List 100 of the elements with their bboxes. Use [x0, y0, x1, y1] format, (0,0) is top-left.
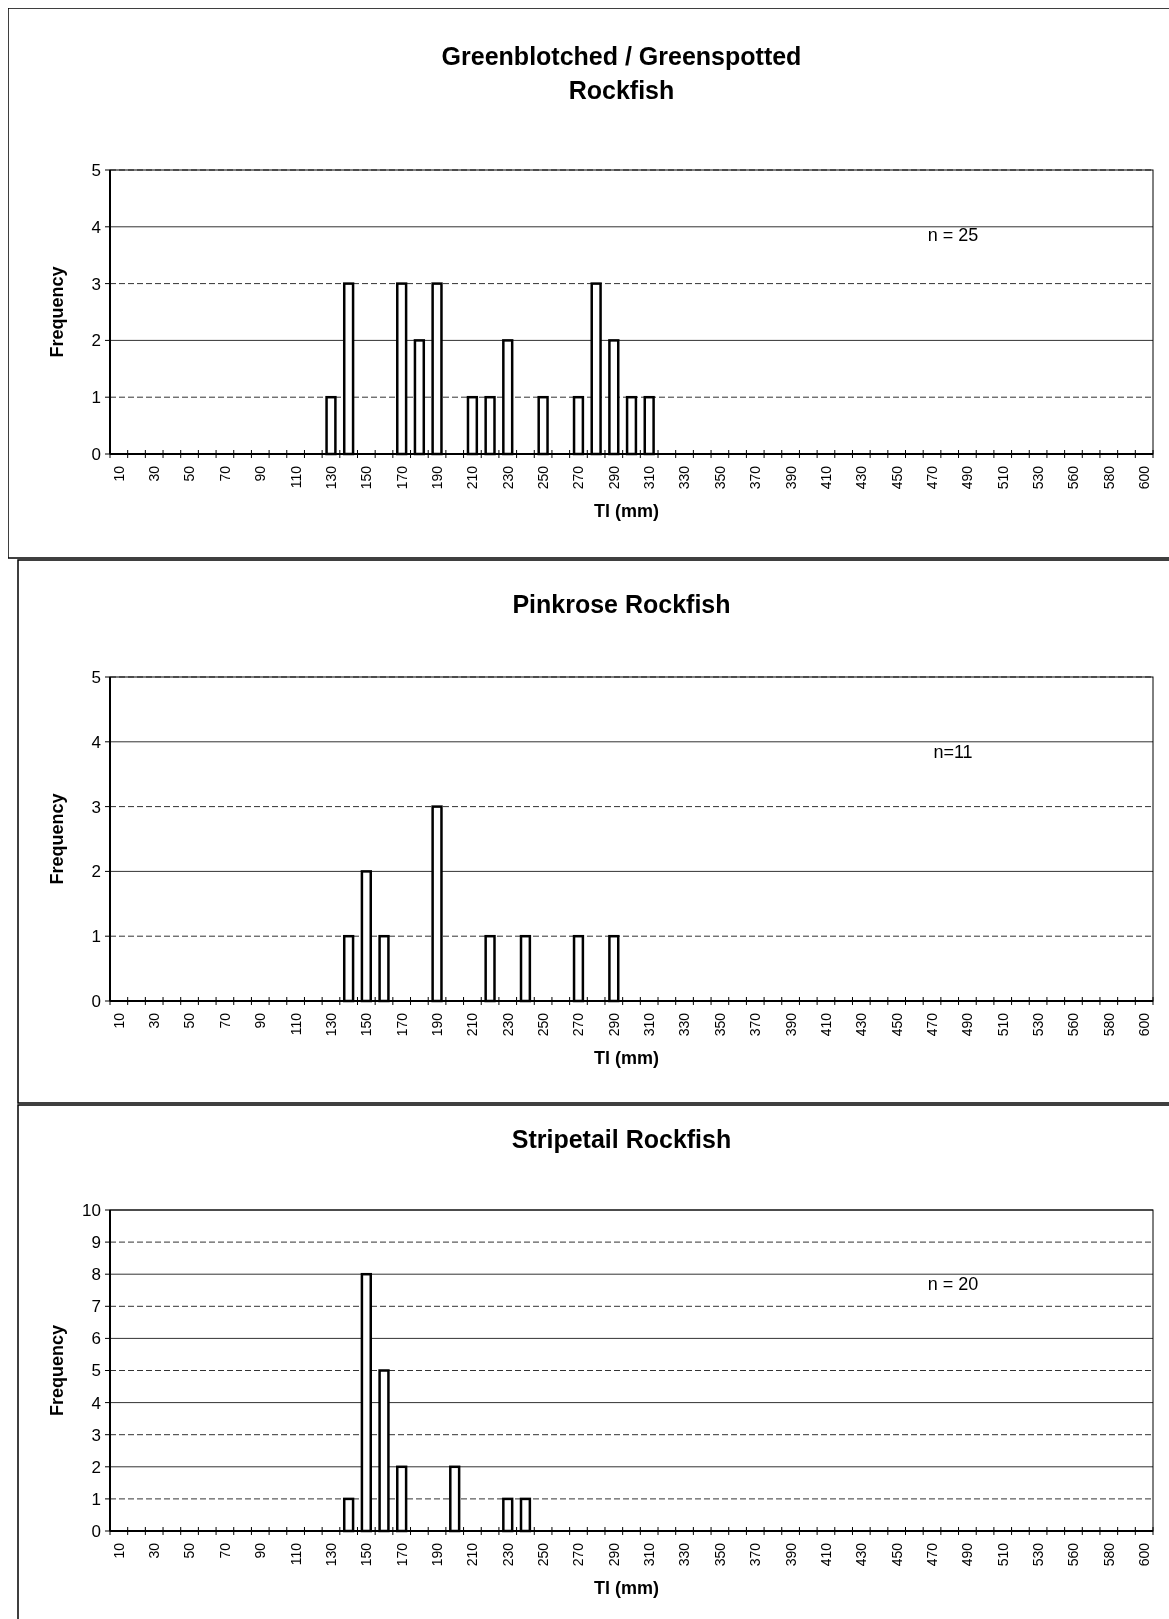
x-tick-label: 290 [605, 1542, 622, 1567]
y-tick-label: 6 [91, 1329, 101, 1349]
x-tick-label: 50 [181, 1542, 198, 1559]
x-tick-label: 330 [676, 1542, 693, 1567]
x-tick-label: 410 [817, 465, 834, 490]
x-tick-label: 490 [959, 1012, 976, 1037]
x-tick-label: 390 [782, 465, 799, 490]
x-tick-label: 450 [888, 1542, 905, 1567]
x-tick-label: 230 [499, 1542, 516, 1567]
annotation: n = 25 [927, 225, 979, 245]
annotation: n = 20 [927, 1274, 979, 1295]
x-tick-label: 430 [853, 1542, 870, 1567]
y-axis-title: Frequency [47, 793, 67, 885]
x-tick-label: 110 [287, 1012, 304, 1036]
y-tick-label: 4 [91, 217, 101, 237]
x-tick-label: 510 [994, 465, 1011, 490]
x-axis-title: Tl (mm) [594, 1048, 659, 1068]
x-tick-label: 530 [1029, 1542, 1046, 1567]
x-tick-label: 370 [747, 1542, 764, 1567]
y-tick-label: 7 [91, 1297, 101, 1317]
x-tick-label: 450 [888, 1012, 905, 1037]
x-tick-label: 580 [1100, 1012, 1117, 1037]
x-tick-label: 50 [181, 1012, 198, 1029]
x-tick-label: 490 [959, 1542, 976, 1567]
x-tick-label: 190 [428, 1012, 445, 1037]
y-tick-label: 3 [91, 797, 101, 817]
x-tick-label: 190 [428, 465, 445, 490]
x-tick-label: 70 [216, 1012, 233, 1029]
y-tick-label: 5 [91, 667, 101, 687]
x-tick-label: 10 [110, 1012, 127, 1029]
x-tick-label: 210 [464, 465, 481, 490]
x-axis-title: Tl (mm) [594, 1578, 659, 1598]
y-tick-label: 0 [91, 1521, 101, 1541]
y-tick-label: 3 [91, 1425, 101, 1445]
chart-title: Greenblotched / Greenspotted Rockfish [441, 42, 802, 104]
y-tick-label: 5 [91, 160, 101, 180]
x-tick-label: 90 [252, 1542, 269, 1559]
x-tick-label: 310 [641, 1542, 658, 1567]
x-tick-label: 510 [994, 1542, 1011, 1567]
x-tick-label: 560 [1065, 1012, 1082, 1037]
x-tick-label: 580 [1100, 1542, 1117, 1567]
x-tick-label: 130 [322, 465, 339, 490]
x-tick-label: 450 [888, 465, 905, 490]
x-tick-label: 110 [287, 1542, 304, 1566]
y-tick-label: 0 [91, 991, 101, 1011]
x-tick-label: 600 [1136, 1012, 1153, 1037]
x-tick-label: 560 [1065, 1542, 1082, 1567]
x-tick-label: 600 [1136, 1542, 1153, 1567]
chart-title: Stripetail Rockfish [511, 1125, 732, 1153]
x-tick-label: 470 [923, 1012, 940, 1037]
y-tick-label: 2 [91, 1457, 101, 1477]
x-tick-label: 510 [994, 1012, 1011, 1037]
x-tick-label: 350 [711, 465, 728, 490]
x-tick-label: 350 [711, 1542, 728, 1567]
y-axis-title: Frequency [47, 1324, 67, 1417]
x-tick-label: 70 [216, 1542, 233, 1559]
y-tick-label: 1 [91, 388, 101, 408]
x-tick-label: 330 [676, 1012, 693, 1037]
x-tick-label: 250 [535, 465, 552, 490]
x-tick-label: 310 [641, 465, 658, 490]
x-tick-label: 370 [747, 465, 764, 490]
x-tick-label: 30 [146, 465, 163, 482]
x-tick-label: 290 [605, 465, 622, 490]
x-tick-label: 430 [853, 465, 870, 490]
x-tick-label: 150 [358, 465, 375, 490]
x-tick-label: 600 [1136, 465, 1153, 490]
x-tick-label: 70 [216, 465, 233, 482]
x-tick-label: 30 [146, 1012, 163, 1029]
x-tick-label: 10 [110, 1542, 127, 1559]
x-tick-label: 210 [464, 1012, 481, 1037]
x-tick-label: 170 [393, 465, 410, 490]
x-tick-label: 110 [287, 465, 304, 489]
x-tick-label: 410 [817, 1542, 834, 1567]
x-tick-label: 230 [499, 465, 516, 490]
y-tick-label: 2 [91, 862, 101, 882]
x-tick-label: 30 [146, 1542, 163, 1559]
x-tick-label: 150 [358, 1012, 375, 1037]
x-tick-label: 10 [110, 465, 127, 482]
x-tick-label: 310 [641, 1012, 658, 1037]
x-tick-label: 470 [923, 1542, 940, 1567]
x-tick-label: 470 [923, 465, 940, 490]
x-tick-label: 530 [1029, 465, 1046, 490]
x-tick-label: 130 [322, 1542, 339, 1567]
x-tick-label: 350 [711, 1012, 728, 1037]
x-tick-label: 490 [959, 465, 976, 490]
x-tick-label: 130 [322, 1012, 339, 1037]
y-tick-label: 1 [91, 1489, 101, 1509]
x-tick-label: 90 [252, 465, 269, 482]
x-tick-label: 90 [252, 1012, 269, 1029]
y-tick-label: 4 [91, 1393, 101, 1413]
x-tick-label: 390 [782, 1542, 799, 1567]
y-tick-label: 2 [91, 331, 101, 351]
annotation: n=11 [933, 742, 973, 762]
x-tick-label: 390 [782, 1012, 799, 1037]
y-tick-label: 4 [91, 732, 101, 752]
y-tick-label: 5 [91, 1361, 101, 1381]
x-axis-title: Tl (mm) [594, 501, 659, 521]
y-tick-label: 10 [82, 1200, 101, 1220]
y-tick-label: 9 [91, 1233, 101, 1253]
x-tick-label: 50 [181, 465, 198, 482]
